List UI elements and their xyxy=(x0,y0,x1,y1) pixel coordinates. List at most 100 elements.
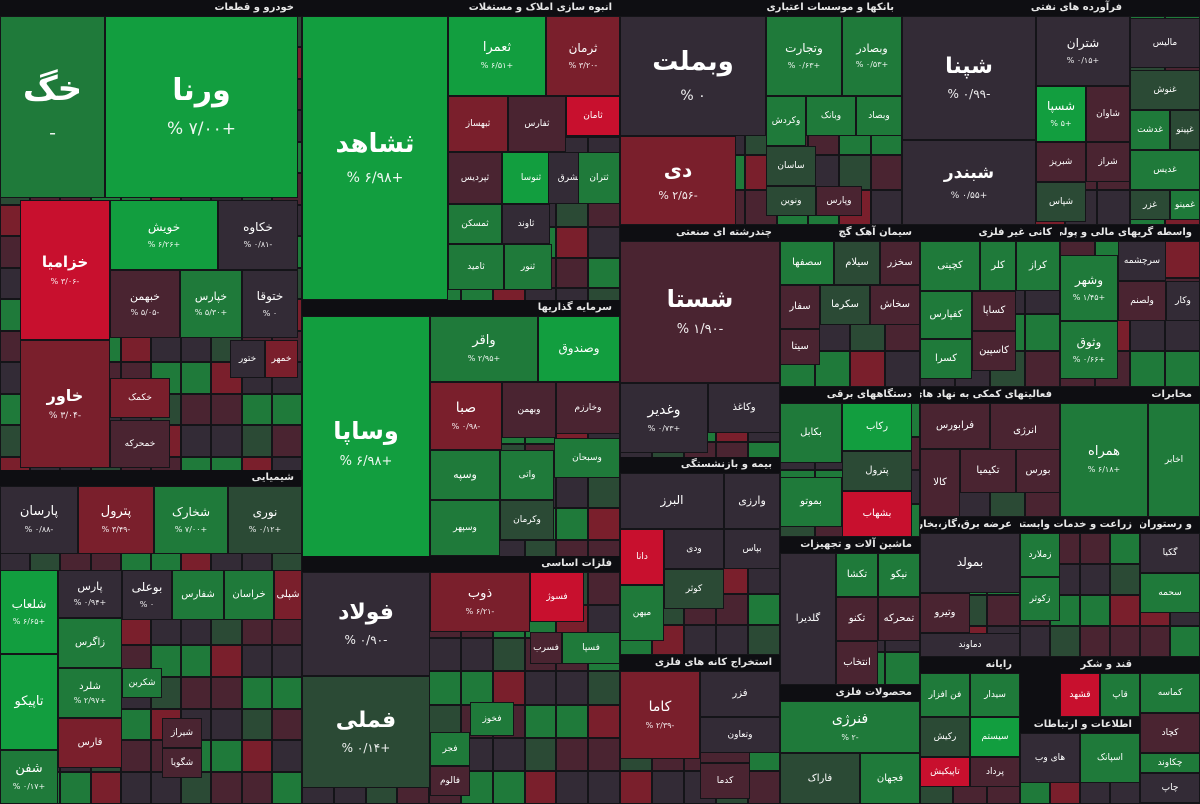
stock-tile[interactable]: فولاد -۰/۹۰ % xyxy=(302,572,430,676)
minor-stock-tile[interactable] xyxy=(90,772,121,804)
minor-stock-tile[interactable] xyxy=(748,594,780,625)
stock-tile[interactable]: ثپردیس xyxy=(448,152,502,204)
stock-tile[interactable]: وغدیر +۰/۷۳ % xyxy=(620,383,708,453)
stock-tile[interactable]: شتران +۰/۱۵ % xyxy=(1036,16,1130,86)
minor-stock-tile[interactable] xyxy=(461,638,493,672)
stock-tile[interactable]: سرچشمه xyxy=(1118,241,1166,281)
minor-stock-tile[interactable] xyxy=(556,770,589,804)
stock-tile[interactable]: فسرب xyxy=(530,632,562,664)
minor-stock-tile[interactable] xyxy=(492,770,525,804)
minor-stock-tile[interactable] xyxy=(241,772,272,804)
stock-tile[interactable]: فجر xyxy=(430,732,470,766)
stock-tile[interactable]: رکاب xyxy=(842,403,912,451)
stock-tile[interactable]: زاگرس xyxy=(58,618,122,668)
minor-stock-tile[interactable] xyxy=(1097,190,1130,225)
stock-tile[interactable]: دانا xyxy=(620,529,664,585)
minor-stock-tile[interactable] xyxy=(1165,241,1200,278)
stock-tile[interactable]: شلرد +۲/۹۷ % xyxy=(58,668,122,718)
stock-tile[interactable]: قشهد xyxy=(1060,673,1100,717)
stock-tile[interactable]: دی -۲/۵۶ % xyxy=(620,136,736,225)
stock-tile[interactable]: وبهمن xyxy=(502,382,556,438)
stock-tile[interactable]: شپنا -۰/۹۹ % xyxy=(902,16,1036,140)
stock-tile[interactable]: های وب xyxy=(1020,733,1080,783)
stock-tile[interactable]: نوری +۰/۱۲ % xyxy=(228,486,302,554)
stock-tile[interactable]: بشهاب xyxy=(842,491,912,537)
stock-tile[interactable]: ثرمان -۳/۲۰ % xyxy=(546,16,620,96)
minor-stock-tile[interactable] xyxy=(271,676,302,709)
stock-tile[interactable]: شسپا +۵ % xyxy=(1036,86,1086,142)
stock-tile[interactable]: کلر xyxy=(980,241,1016,291)
minor-stock-tile[interactable] xyxy=(241,645,272,677)
minor-stock-tile[interactable] xyxy=(1025,314,1060,351)
stock-tile[interactable]: وکرمان xyxy=(500,500,554,540)
minor-stock-tile[interactable] xyxy=(1110,533,1140,564)
stock-tile[interactable]: فرابورس xyxy=(920,403,990,449)
stock-tile[interactable]: خراسان xyxy=(224,570,274,620)
stock-tile[interactable]: ذوب -۶/۲۱ % xyxy=(430,572,530,632)
stock-tile[interactable]: چکاوند xyxy=(1140,753,1200,773)
minor-stock-tile[interactable] xyxy=(652,770,684,804)
stock-tile[interactable]: بکابل xyxy=(780,403,842,463)
stock-tile[interactable]: کچینی xyxy=(920,241,980,291)
stock-tile[interactable]: تاپیکو xyxy=(0,654,58,750)
stock-tile[interactable]: سیستم xyxy=(970,717,1020,757)
minor-stock-tile[interactable] xyxy=(181,676,212,709)
minor-stock-tile[interactable] xyxy=(524,770,557,804)
minor-stock-tile[interactable] xyxy=(271,708,302,741)
stock-tile[interactable]: وخارزم xyxy=(556,382,620,434)
minor-stock-tile[interactable] xyxy=(492,638,525,672)
stock-tile[interactable]: ثبهساز xyxy=(448,96,508,152)
stock-tile[interactable]: خکمک xyxy=(110,378,170,418)
stock-tile[interactable]: شاوان xyxy=(1086,86,1130,142)
stock-tile[interactable]: پترول -۳/۴۹ % xyxy=(78,486,154,554)
stock-tile[interactable]: زملارد xyxy=(1020,533,1060,577)
stock-tile[interactable]: سیلام xyxy=(834,241,880,285)
stock-tile[interactable]: خزامیا -۳/۰۶ % xyxy=(20,200,110,340)
stock-tile[interactable]: ثتران xyxy=(578,152,620,204)
minor-stock-tile[interactable] xyxy=(524,737,557,771)
minor-stock-tile[interactable] xyxy=(556,704,589,738)
stock-tile[interactable]: ودی xyxy=(664,529,724,569)
minor-stock-tile[interactable] xyxy=(684,624,716,655)
minor-stock-tile[interactable] xyxy=(716,624,748,655)
minor-stock-tile[interactable] xyxy=(181,393,212,426)
stock-tile[interactable]: پارسان -۰/۸۸ % xyxy=(0,486,78,554)
minor-stock-tile[interactable] xyxy=(588,737,620,771)
stock-tile[interactable]: وپارس xyxy=(816,186,862,216)
stock-tile[interactable]: وثوق +۰/۶۶ % xyxy=(1060,321,1118,379)
stock-tile[interactable]: سخاش xyxy=(870,285,920,325)
stock-tile[interactable]: سیدار xyxy=(970,673,1020,717)
stock-tile[interactable]: بمولد xyxy=(920,533,1020,593)
stock-tile[interactable]: گکیا xyxy=(1140,533,1200,573)
stock-tile[interactable]: قاپ xyxy=(1100,673,1140,717)
minor-stock-tile[interactable] xyxy=(211,645,242,677)
minor-stock-tile[interactable] xyxy=(588,476,620,508)
minor-stock-tile[interactable] xyxy=(211,676,242,709)
minor-stock-tile[interactable] xyxy=(120,740,151,773)
minor-stock-tile[interactable] xyxy=(1080,564,1110,595)
minor-stock-tile[interactable] xyxy=(211,772,242,804)
minor-stock-tile[interactable] xyxy=(241,740,272,773)
stock-tile[interactable]: ساسان xyxy=(766,146,816,186)
stock-tile[interactable]: واتی xyxy=(500,450,554,500)
stock-tile[interactable]: شستا -۱/۹۰ % xyxy=(620,241,780,383)
stock-tile[interactable]: فجهان xyxy=(860,753,920,804)
minor-stock-tile[interactable] xyxy=(588,572,620,606)
stock-tile[interactable]: خمحرکه xyxy=(110,420,170,468)
stock-tile[interactable]: کساپا xyxy=(972,291,1016,331)
stock-tile[interactable]: فسپا xyxy=(562,632,620,664)
minor-stock-tile[interactable] xyxy=(588,671,620,705)
stock-tile[interactable]: وبانک xyxy=(806,96,856,136)
minor-stock-tile[interactable] xyxy=(870,155,902,191)
stock-tile[interactable]: کچاد xyxy=(1140,713,1200,753)
stock-tile[interactable]: کالا xyxy=(920,449,960,517)
stock-tile[interactable]: پارس +۰/۹۴ % xyxy=(58,570,122,618)
minor-stock-tile[interactable] xyxy=(588,508,620,540)
stock-tile[interactable]: سکرما xyxy=(820,285,870,325)
minor-stock-tile[interactable] xyxy=(556,671,589,705)
stock-tile[interactable]: وسپهر xyxy=(430,500,500,556)
minor-stock-tile[interactable] xyxy=(1110,564,1140,595)
minor-stock-tile[interactable] xyxy=(1165,350,1200,387)
stock-tile[interactable]: غپینو xyxy=(1170,110,1200,150)
stock-tile[interactable]: تکنو xyxy=(836,597,878,641)
